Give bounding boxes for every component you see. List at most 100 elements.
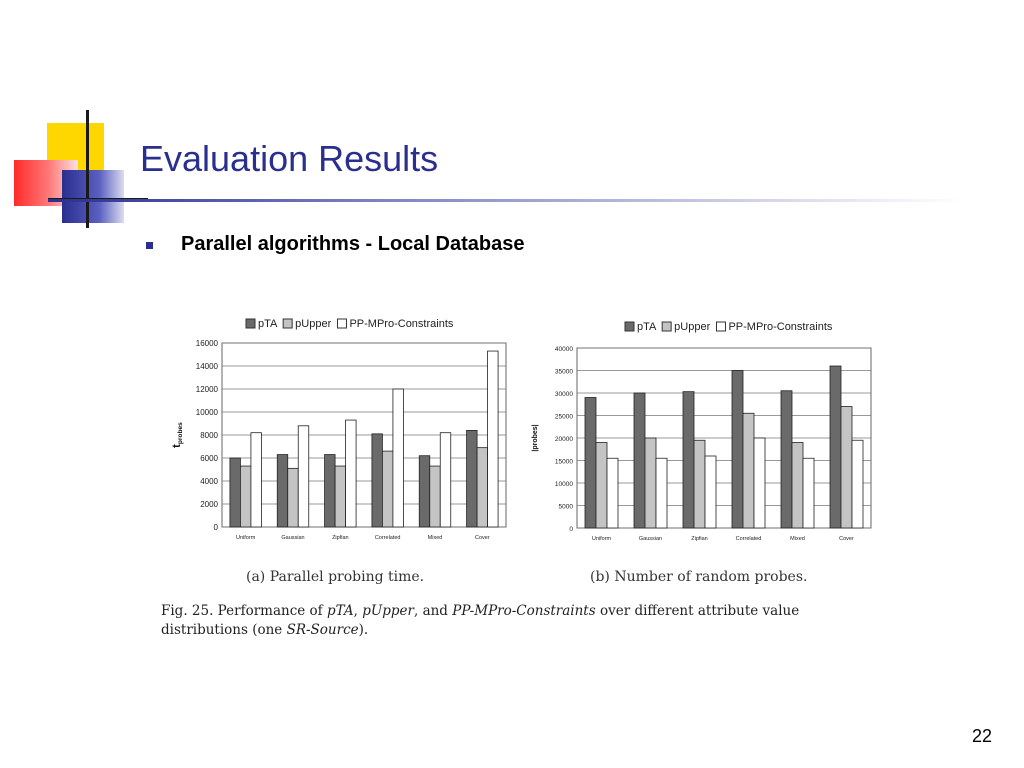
bar-pta xyxy=(466,430,478,528)
legend-label: pTA xyxy=(258,318,278,330)
figure-caption: Fig. 25. Performance of pTA, pUpper, and… xyxy=(161,602,891,640)
bar-pp-mpro-constraints xyxy=(297,425,310,528)
chart-random-probes: pTA pUpper PP-MPro-Constraints 0 5000 10000 15… xyxy=(532,321,872,542)
legend-label: PP-MPro-Constraints xyxy=(728,321,832,333)
y-tick-label: 25000 xyxy=(555,414,573,421)
y-tick-label: 12000 xyxy=(196,385,219,394)
y-tick-label: 40000 xyxy=(555,346,573,353)
bar-pp-mpro-constraints xyxy=(802,457,815,529)
bar-pta xyxy=(633,392,646,529)
caption-text: over different attribute value xyxy=(595,603,800,619)
chart-parallel-probing-time: pTA pUpper PP-MPro-Constraints 0 2000 4000 600… xyxy=(171,318,507,541)
slide-title: Evaluation Results xyxy=(140,138,439,179)
x-tick-label: Zipfian xyxy=(691,536,708,542)
caption-italic: SR-Source xyxy=(286,622,359,638)
y-tick-label: 16000 xyxy=(196,339,219,348)
legend-label: PP-MPro-Constraints xyxy=(349,318,453,330)
bar-pupper xyxy=(287,467,299,528)
y-axis-label-subscript: probes xyxy=(177,422,184,444)
bar-pp-mpro-constraints xyxy=(345,419,357,528)
legend-swatch xyxy=(336,318,347,329)
bar-pp-mpro-constraints xyxy=(753,437,766,529)
y-tick-label: 20000 xyxy=(555,436,573,443)
bar-pta xyxy=(731,370,744,529)
figure-caption-line1: Fig. 25. Performance of pTA, pUpper, and… xyxy=(161,602,891,621)
legend-swatch xyxy=(282,318,293,329)
y-tick-label: 30000 xyxy=(555,391,573,398)
y-tick-label: 10000 xyxy=(555,481,573,488)
legend-swatch xyxy=(715,321,726,332)
bar-pupper xyxy=(334,465,346,528)
bullet-text: Parallel algorithms - Local Database xyxy=(181,233,525,255)
x-tick-label: Uniform xyxy=(592,536,612,542)
bar-pp-mpro-constraints xyxy=(655,457,668,529)
bar-pupper xyxy=(840,406,853,529)
legend-label: pUpper xyxy=(674,321,710,333)
bar-pta xyxy=(829,365,842,529)
bar-pupper xyxy=(240,465,252,528)
x-tick-label: Gaussian xyxy=(281,535,304,541)
bar-pp-mpro-constraints xyxy=(392,388,404,528)
bar-pp-mpro-constraints xyxy=(487,350,499,528)
y-axis-label: tprobes xyxy=(171,422,184,448)
bar-pta xyxy=(371,433,383,528)
x-tick-label: Cover xyxy=(839,536,854,542)
deco-vertical-line xyxy=(86,110,89,228)
x-tick-label: Correlated xyxy=(736,536,762,542)
bar-pupper xyxy=(382,450,394,528)
y-tick-label: 35000 xyxy=(555,369,573,376)
caption-text: distributions (one xyxy=(161,622,287,638)
figure-caption-line2: distributions (one SR-Source). xyxy=(161,621,891,640)
y-tick-label: 6000 xyxy=(200,454,218,463)
bar-pta xyxy=(418,455,431,528)
x-tick-label: Uniform xyxy=(236,535,256,541)
bar-pta xyxy=(780,390,793,529)
y-axis-label: |probes| xyxy=(532,424,539,451)
bar-pupper xyxy=(693,439,706,529)
bar-pp-mpro-constraints xyxy=(851,439,864,529)
bar-pp-mpro-constraints xyxy=(704,455,717,529)
y-tick-label: 10000 xyxy=(196,408,219,417)
caption-italic: pTA xyxy=(326,603,354,619)
bar-pta xyxy=(682,391,695,529)
legend-label: pUpper xyxy=(295,318,331,330)
bar-pta xyxy=(324,454,336,528)
legend-swatch xyxy=(661,321,672,332)
y-tick-label: 2000 xyxy=(200,500,218,509)
caption-text: ). xyxy=(358,622,369,638)
caption-italic: PP-MPro-Constraints xyxy=(452,603,596,619)
bar-pp-mpro-constraints xyxy=(250,432,262,528)
bar-pta xyxy=(229,457,241,528)
y-tick-label: 5000 xyxy=(559,504,574,511)
bar-pupper xyxy=(595,442,608,529)
deco-blue-square xyxy=(62,170,124,223)
legend-swatch xyxy=(624,321,635,332)
caption-text: , xyxy=(353,603,363,619)
x-tick-label: Zipfian xyxy=(332,535,349,541)
x-tick-label: Mixed xyxy=(428,535,443,541)
caption-text: Fig. 25. Performance of xyxy=(161,603,327,619)
bar-pupper xyxy=(791,442,804,529)
bullet-square-icon xyxy=(146,242,153,249)
caption-text: , and xyxy=(413,603,453,619)
caption-b: (b) Number of random probes. xyxy=(590,569,808,585)
bar-pp-mpro-constraints xyxy=(439,432,452,528)
page-number: 22 xyxy=(971,726,992,746)
x-tick-label: Correlated xyxy=(375,535,401,541)
x-tick-label: Mixed xyxy=(790,536,805,542)
x-tick-label: Gaussian xyxy=(639,536,662,542)
x-tick-label: Cover xyxy=(475,535,490,541)
bar-pp-mpro-constraints xyxy=(606,457,619,529)
y-tick-label: 4000 xyxy=(200,477,218,486)
bar-pupper xyxy=(476,447,488,528)
caption-a: (a) Parallel probing time. xyxy=(246,569,425,585)
y-tick-label: 8000 xyxy=(200,431,218,440)
bar-pta xyxy=(276,454,289,528)
caption-italic: pUpper xyxy=(362,603,414,619)
y-tick-label: 0 xyxy=(569,526,573,533)
y-tick-label: 14000 xyxy=(196,362,219,371)
bar-pupper xyxy=(429,465,441,528)
bar-pta xyxy=(584,397,597,529)
bar-pupper xyxy=(644,437,657,529)
legend-swatch xyxy=(245,318,256,329)
